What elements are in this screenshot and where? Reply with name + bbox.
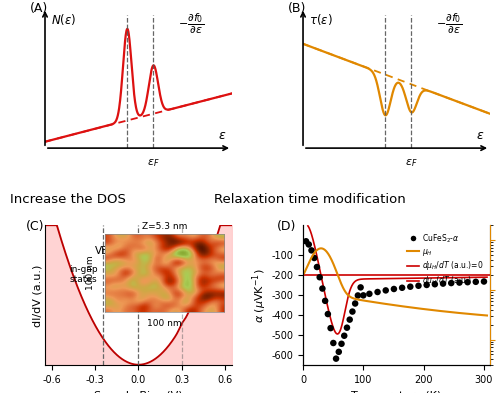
$d\mu_H/dT$ (a.u.)=0 <box>300 273 306 278</box>
CuFeS$_2$-$\alpha$ <box>351 300 359 307</box>
CuFeS$_2$-$\alpha$ <box>316 274 324 280</box>
CuFeS$_2$-$\alpha$ <box>366 291 374 297</box>
CuFeS$_2$-$\alpha$ <box>335 349 343 355</box>
$d\mu_H/dT$ (a.u.) <box>408 276 414 281</box>
CuFeS$_2$-$\alpha$ <box>406 284 414 290</box>
CuFeS$_2$-$\alpha$ <box>302 238 310 244</box>
Text: (A): (A) <box>30 2 48 15</box>
Text: Relaxation time modification: Relaxation time modification <box>214 193 406 206</box>
CuFeS$_2$-$\alpha$ <box>398 285 406 291</box>
CuFeS$_2$-$\alpha$ <box>464 279 471 285</box>
Text: (D): (D) <box>277 220 296 233</box>
CuFeS$_2$-$\alpha$ <box>308 247 316 253</box>
CuFeS$_2$-$\alpha$ <box>324 311 332 317</box>
Text: $\tau(\varepsilon)$: $\tau(\varepsilon)$ <box>308 12 332 27</box>
Line: $d\mu_H/dT$ (a.u.): $d\mu_H/dT$ (a.u.) <box>308 226 487 334</box>
Text: in-gap
states: in-gap states <box>70 264 98 284</box>
CuFeS$_2$-$\alpha$ <box>343 325 351 331</box>
CuFeS$_2$-$\alpha$ <box>313 264 321 270</box>
Text: $\varepsilon$: $\varepsilon$ <box>476 130 484 143</box>
$d\mu_H/dT$ (a.u.) <box>334 332 340 336</box>
CuFeS$_2$-$\alpha$ <box>360 292 368 299</box>
CuFeS$_2$-$\alpha$ <box>332 356 340 362</box>
CuFeS$_2$-$\alpha$ <box>318 285 326 292</box>
$d\mu_H/dT$ (a.u.) <box>444 275 450 280</box>
CuFeS$_2$-$\alpha$ <box>472 279 480 285</box>
Y-axis label: dI/dV (a.u.): dI/dV (a.u.) <box>32 264 42 327</box>
X-axis label: Sample Bias (V): Sample Bias (V) <box>94 391 183 393</box>
CuFeS$_2$-$\alpha$ <box>305 241 313 248</box>
$d\mu_H/dT$ (a.u.) <box>305 224 311 228</box>
CuFeS$_2$-$\alpha$ <box>330 340 338 346</box>
Text: Increase the DOS: Increase the DOS <box>10 193 126 206</box>
CuFeS$_2$-$\alpha$ <box>382 287 390 294</box>
Text: CB: CB <box>174 246 189 256</box>
CuFeS$_2$-$\alpha$ <box>374 289 382 295</box>
CuFeS$_2$-$\alpha$ <box>321 298 329 304</box>
CuFeS$_2$-$\alpha$ <box>431 281 439 287</box>
CuFeS$_2$-$\alpha$ <box>447 280 455 286</box>
Text: $-\dfrac{\partial f_0}{\partial\varepsilon}$: $-\dfrac{\partial f_0}{\partial\varepsil… <box>178 12 204 36</box>
$d\mu_H/dT$ (a.u.) <box>394 276 400 281</box>
Text: $E_F$: $E_F$ <box>132 242 145 256</box>
Text: $-\dfrac{\partial f_0}{\partial\varepsilon}$: $-\dfrac{\partial f_0}{\partial\varepsil… <box>436 12 462 36</box>
Legend: CuFeS$_2$-$\alpha$, $\mu_H$, $d\mu_H/dT$ (a.u.)=0, $d\mu_H/dT$ (a.u.): CuFeS$_2$-$\alpha$, $\mu_H$, $d\mu_H/dT$… <box>404 229 486 290</box>
Text: (C): (C) <box>26 220 45 233</box>
CuFeS$_2$-$\alpha$ <box>340 332 348 339</box>
CuFeS$_2$-$\alpha$ <box>346 316 354 323</box>
$d\mu_H/dT$ (a.u.) <box>484 275 490 279</box>
Text: (B): (B) <box>288 2 306 15</box>
CuFeS$_2$-$\alpha$ <box>354 292 362 299</box>
CuFeS$_2$-$\alpha$ <box>422 282 430 288</box>
Text: $N(\varepsilon)$: $N(\varepsilon)$ <box>50 12 76 27</box>
CuFeS$_2$-$\alpha$ <box>326 325 334 331</box>
Y-axis label: $\alpha$ ($\mu$VK$^{-1}$): $\alpha$ ($\mu$VK$^{-1}$) <box>250 268 268 323</box>
CuFeS$_2$-$\alpha$ <box>310 255 318 261</box>
CuFeS$_2$-$\alpha$ <box>356 284 364 290</box>
CuFeS$_2$-$\alpha$ <box>414 283 422 289</box>
Text: $\varepsilon_F$: $\varepsilon_F$ <box>405 158 418 169</box>
$d\mu_H/dT$ (a.u.) <box>474 275 480 280</box>
CuFeS$_2$-$\alpha$ <box>480 278 488 285</box>
X-axis label: Temperature (K): Temperature (K) <box>352 391 442 393</box>
CuFeS$_2$-$\alpha$ <box>456 279 464 286</box>
$d\mu_H/dT$ (a.u.) <box>434 275 440 280</box>
Text: VB: VB <box>96 246 110 256</box>
CuFeS$_2$-$\alpha$ <box>439 281 447 287</box>
Text: $\varepsilon_F$: $\varepsilon_F$ <box>147 158 160 169</box>
$d\mu_H/dT$ (a.u.)=0 <box>300 273 306 278</box>
CuFeS$_2$-$\alpha$ <box>390 286 398 292</box>
$d\mu_H/dT$ (a.u.) <box>410 276 416 281</box>
CuFeS$_2$-$\alpha$ <box>348 309 356 315</box>
Text: $\varepsilon$: $\varepsilon$ <box>218 130 226 143</box>
CuFeS$_2$-$\alpha$ <box>338 341 345 347</box>
